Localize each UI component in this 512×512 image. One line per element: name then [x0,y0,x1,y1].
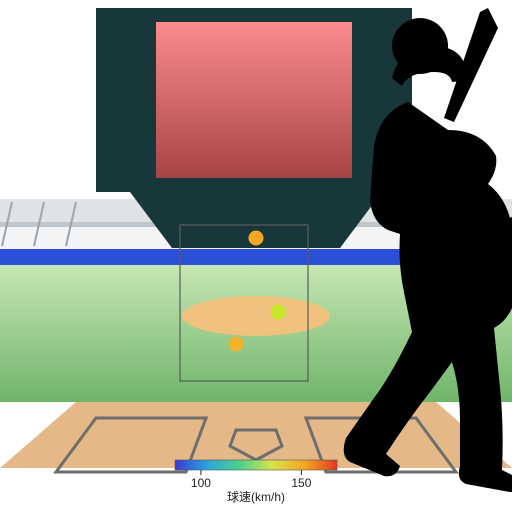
pitch-marker [249,231,264,246]
pitch-marker [271,305,286,320]
colorbar-tick-label: 100 [191,476,211,490]
colorbar-tick-label: 150 [291,476,311,490]
colorbar-axis-label: 球速(km/h) [227,490,285,504]
scoreboard-screen [156,22,352,178]
pitch-marker [229,337,244,352]
